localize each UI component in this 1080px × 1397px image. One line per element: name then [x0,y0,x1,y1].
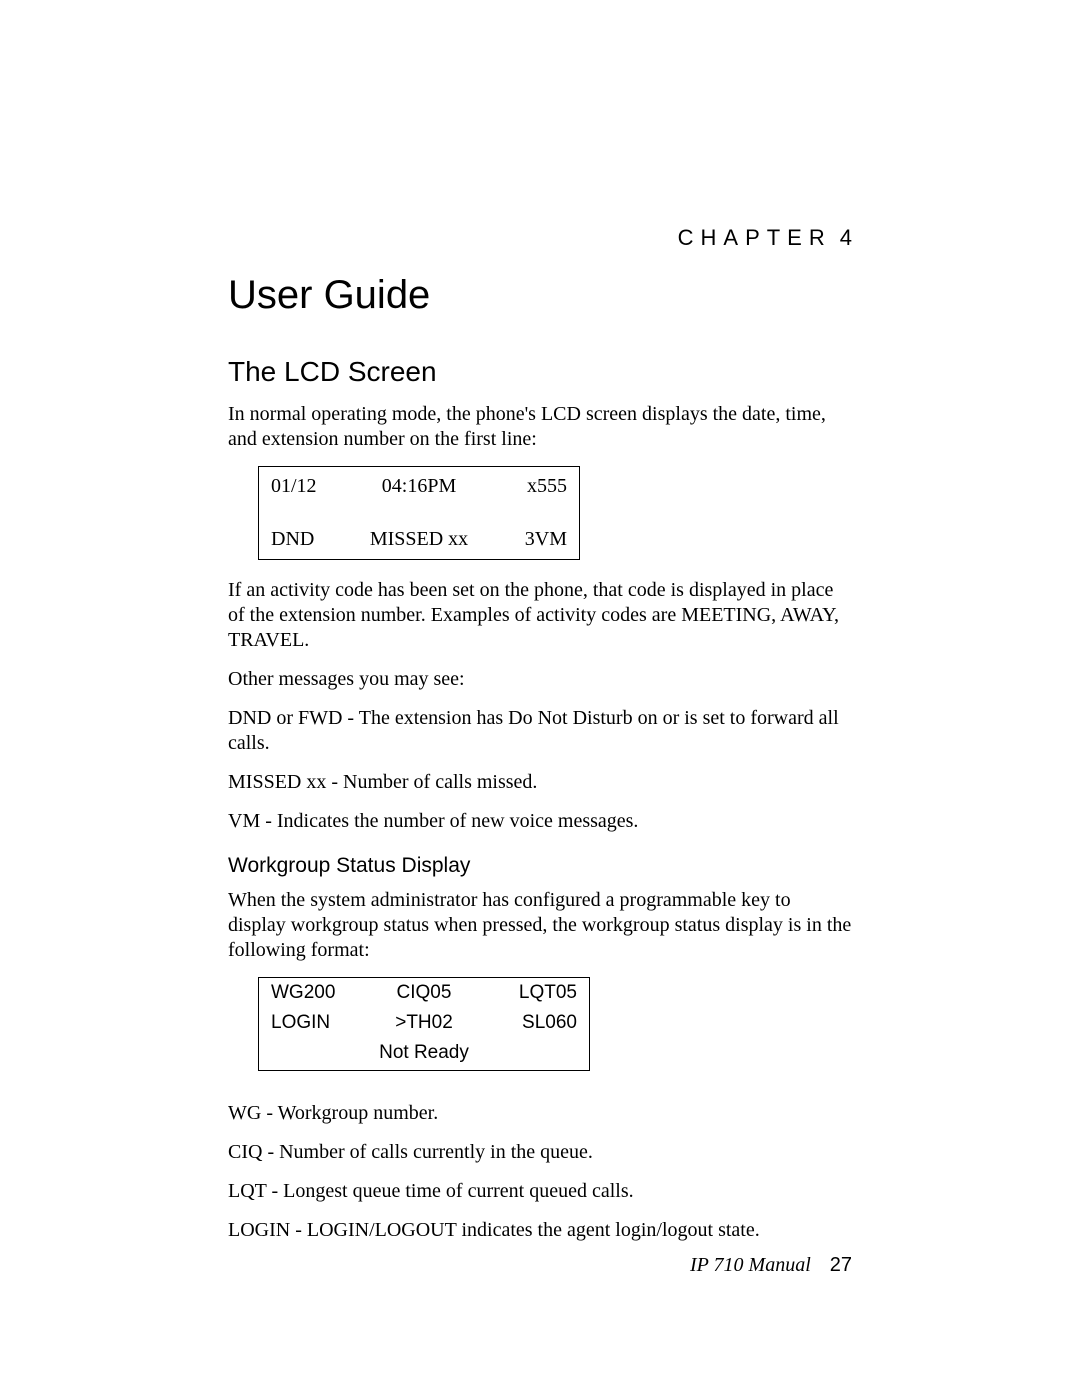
def-ciq: CIQ - Number of calls currently in the q… [228,1140,852,1165]
wg-ciq: CIQ05 [373,982,475,1004]
lcd-row-1: 01/12 04:16PM x555 [259,467,579,520]
activity-code-paragraph: If an activity code has been set on the … [228,578,852,653]
wg-sl: SL060 [475,1012,577,1034]
footer-manual-title: IP 710 Manual [690,1254,811,1276]
def-lqt: LQT - Longest queue time of current queu… [228,1179,852,1204]
missed-paragraph: MISSED xx - Number of calls missed. [228,770,852,795]
wg-login: LOGIN [271,1012,373,1034]
lcd-vm: 3VM [468,528,567,551]
lcd-time: 04:16PM [370,475,469,498]
page: CHAPTER 4 User Guide The LCD Screen In no… [0,0,1080,1397]
def-wg: WG - Workgroup number. [228,1101,852,1126]
lcd-date: 01/12 [271,475,370,498]
vm-paragraph: VM - Indicates the number of new voice m… [228,809,852,834]
workgroup-display-box: WG200 CIQ05 LQT05 LOGIN >TH02 SL060 Not … [258,977,590,1071]
wg-lqt: LQT05 [475,982,577,1004]
dnd-fwd-paragraph: DND or FWD - The extension has Do Not Di… [228,706,852,756]
chapter-word: CHAPTER [678,225,832,250]
page-footer: IP 710 Manual 27 [690,1254,852,1277]
def-login: LOGIN - LOGIN/LOGOUT indicates the agent… [228,1218,852,1243]
wg-row-1: WG200 CIQ05 LQT05 [259,978,589,1008]
lcd-extension: x555 [468,475,567,498]
wg-row-3: Not Ready [259,1038,589,1070]
lcd-row-2: DND MISSED xx 3VM [259,520,579,559]
wg-number: WG200 [271,982,373,1004]
chapter-label: CHAPTER 4 [228,225,852,251]
wg-th: >TH02 [373,1012,475,1034]
lcd-display-box: 01/12 04:16PM x555 DND MISSED xx 3VM [258,466,580,560]
intro-paragraph: In normal operating mode, the phone's LC… [228,402,852,452]
workgroup-intro-paragraph: When the system administrator has config… [228,888,852,963]
lcd-missed: MISSED xx [370,528,469,551]
lcd-dnd: DND [271,528,370,551]
other-messages-intro: Other messages you may see: [228,667,852,692]
workgroup-subheading: Workgroup Status Display [228,854,852,878]
section-heading: The LCD Screen [228,356,852,388]
footer-page-number: 27 [830,1254,852,1276]
wg-not-ready: Not Ready [379,1042,469,1064]
chapter-number: 4 [840,225,852,250]
page-title: User Guide [228,273,852,318]
wg-row-2: LOGIN >TH02 SL060 [259,1008,589,1038]
